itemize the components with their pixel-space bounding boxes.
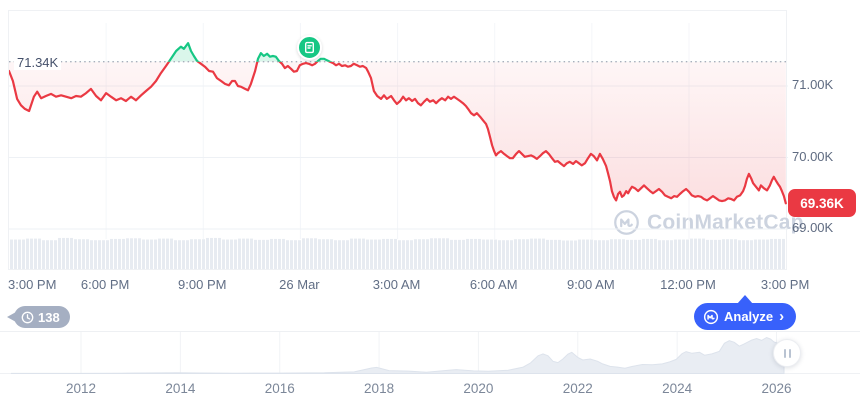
time-tick-label: 26 Mar <box>279 277 320 292</box>
analyze-label: Analyze <box>724 309 774 324</box>
time-tick-label: 9:00 PM <box>178 277 227 292</box>
year-tick-label: 2020 <box>463 381 494 396</box>
price-chart-card: CoinMarketCap 71.34K <box>8 10 803 271</box>
time-tick-label: 9:00 AM <box>566 277 615 292</box>
analyze-button[interactable]: Analyze › <box>694 303 797 330</box>
year-tick-label: 2016 <box>264 381 295 396</box>
date-range-slider[interactable] <box>0 331 860 381</box>
year-tick-label: 2026 <box>761 381 792 396</box>
coinmarketcap-watermark: CoinMarketCap <box>613 209 804 236</box>
price-chart-plot[interactable] <box>9 11 788 271</box>
year-tick-label: 2024 <box>662 381 693 396</box>
event-count-label: 138 <box>38 309 60 325</box>
time-tick-label: 3:00 PM <box>760 277 810 292</box>
year-tick-label: 2022 <box>562 381 593 396</box>
news-event-marker-icon[interactable] <box>297 35 322 60</box>
time-tick-label: 3:00 AM <box>372 277 421 292</box>
price-tick-label: 69.00K <box>792 220 834 235</box>
open-price-label: 71.34K <box>14 55 62 70</box>
time-tick-label: 6:00 AM <box>469 277 518 292</box>
time-tick-label: 6:00 PM <box>80 277 130 292</box>
watermark-text: CoinMarketCap <box>647 210 804 234</box>
coinmarketcap-logo-icon <box>614 210 639 235</box>
year-tick-label: 2012 <box>65 381 97 396</box>
history-clock-icon <box>21 311 34 323</box>
price-tick-label: 70.00K <box>792 148 834 164</box>
analyze-tooltip-caret <box>737 295 753 304</box>
event-count-badge[interactable]: 138 <box>7 306 70 328</box>
price-tick-label: 71.00K <box>792 77 834 92</box>
analyze-chevron-icon: › <box>779 308 785 325</box>
range-slider-handle[interactable] <box>773 339 801 367</box>
year-tick-label: 2014 <box>165 381 196 396</box>
year-tick-label: 2018 <box>364 381 395 396</box>
analyze-logo-icon <box>703 309 719 324</box>
time-tick-label: 12:00 PM <box>660 277 716 292</box>
current-price-badge: 69.36K <box>788 189 856 217</box>
time-tick-label: 3:00 PM <box>8 277 57 292</box>
